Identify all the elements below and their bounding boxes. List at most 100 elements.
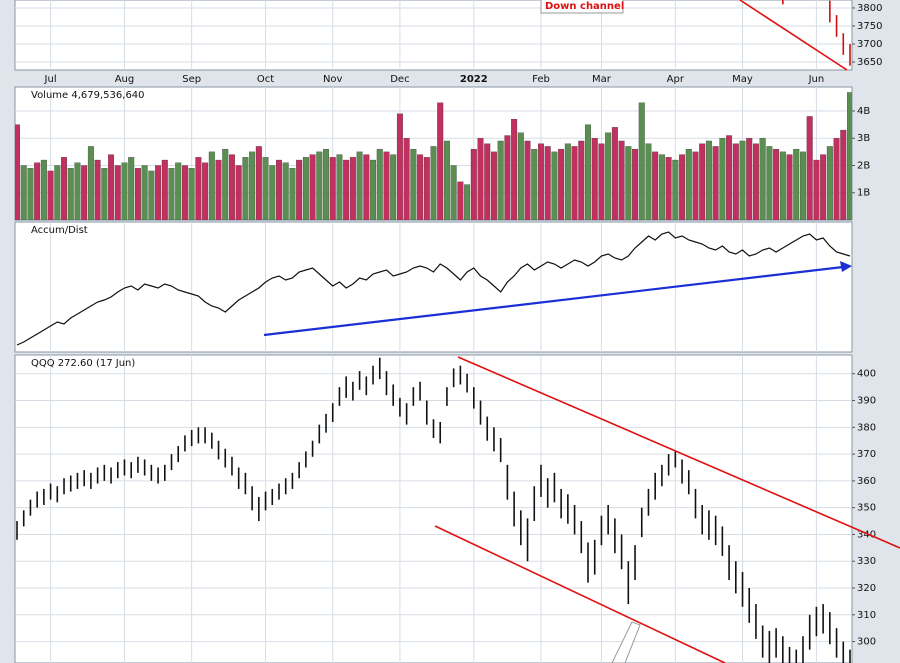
- volume-bar: [605, 132, 612, 220]
- y-tick-label: 340: [857, 529, 876, 540]
- volume-bar: [262, 157, 269, 220]
- volume-bar: [847, 92, 852, 220]
- volume-bar: [222, 148, 229, 220]
- volume-bar: [517, 132, 524, 220]
- volume-bar: [161, 159, 168, 220]
- x-tick-label: Mar: [592, 74, 612, 85]
- y-tick-label: 2B: [857, 160, 870, 171]
- volume-bar: [611, 127, 618, 220]
- volume-bar: [134, 168, 141, 220]
- panel-title: Accum/Dist: [31, 225, 88, 236]
- panel: [14, 0, 853, 71]
- y-tick-label: 400: [857, 369, 876, 380]
- volume-bar: [188, 168, 195, 220]
- volume-bar: [564, 143, 571, 220]
- volume-bar: [81, 165, 88, 220]
- volume-bar: [323, 148, 329, 220]
- volume-bar: [54, 165, 61, 220]
- x-tick-label: Dec: [390, 74, 409, 85]
- volume-bar: [672, 159, 679, 220]
- volume-bar: [67, 168, 74, 220]
- volume-bar: [585, 124, 591, 220]
- y-tick-label: 300: [857, 637, 876, 648]
- volume-bar: [403, 138, 410, 220]
- volume-bar: [390, 154, 397, 220]
- volume-bar: [558, 148, 565, 220]
- volume-bar: [759, 138, 766, 220]
- channel-upper: [457, 356, 900, 549]
- volume-bar: [363, 154, 370, 220]
- volume-bar: [329, 157, 336, 220]
- volume-bar: [15, 124, 20, 220]
- volume-bar: [282, 162, 289, 220]
- volume-bar: [578, 140, 585, 220]
- y-tick-label: 3800: [857, 3, 882, 14]
- volume-bar: [289, 168, 296, 220]
- volume-bar: [228, 154, 235, 220]
- volume-bar: [114, 165, 121, 220]
- volume-bar: [598, 143, 605, 220]
- volume-bar: [538, 143, 544, 220]
- volume-bar: [833, 138, 840, 220]
- x-tick-label: Nov: [323, 74, 343, 85]
- volume-bar: [497, 140, 504, 220]
- volume-bar: [269, 165, 276, 220]
- ad-arrow: [840, 261, 852, 272]
- volume-bar: [336, 154, 343, 220]
- volume-bar: [121, 162, 128, 220]
- volume-bar: [685, 148, 692, 220]
- volume-bar: [396, 113, 403, 220]
- volume-bar: [410, 148, 417, 220]
- volume-bar: [840, 129, 847, 220]
- x-tick-label: 2022: [460, 74, 488, 85]
- volume-bar: [309, 154, 316, 220]
- line: [16, 231, 851, 346]
- volume-bar: [255, 146, 262, 220]
- volume-bar: [786, 154, 793, 220]
- volume-bar: [779, 151, 786, 220]
- volume-bar: [625, 146, 632, 220]
- volume-bar: [732, 143, 739, 220]
- volume-bar: [665, 157, 672, 220]
- volume-bar: [692, 151, 699, 220]
- volume-bar: [726, 135, 733, 220]
- volume-bar: [443, 140, 450, 220]
- volume-bar: [739, 140, 746, 220]
- volume-bar: [302, 157, 309, 220]
- x-tick-label: Oct: [257, 74, 274, 85]
- volume-bar: [87, 146, 94, 220]
- volume-bar: [524, 140, 531, 220]
- trend-line: [739, 0, 848, 71]
- volume-bar: [168, 168, 175, 220]
- volume-bar: [437, 102, 444, 220]
- volume-bar: [820, 154, 827, 220]
- volume-bar: [632, 148, 639, 220]
- volume-bar: [800, 151, 806, 220]
- volume-bar: [148, 170, 155, 220]
- volume-bar: [108, 154, 115, 220]
- volume-bar: [296, 159, 303, 220]
- annotation: Down channel: [545, 1, 624, 12]
- volume-bar: [813, 159, 820, 220]
- y-tick-label: 4B: [857, 106, 870, 117]
- volume-bar: [712, 146, 719, 220]
- y-tick-label: 390: [857, 396, 876, 407]
- volume-bar: [504, 135, 511, 220]
- y-tick-label: 310: [857, 610, 876, 621]
- volume-bar: [793, 148, 800, 220]
- volume-bar: [215, 159, 222, 220]
- volume-bar: [477, 138, 484, 220]
- volume-bar: [484, 143, 491, 220]
- volume-bar: [571, 146, 578, 220]
- y-tick-label: 1B: [857, 188, 870, 199]
- volume-bar: [316, 151, 323, 220]
- x-tick-label: Jun: [808, 74, 825, 85]
- y-tick-label: 350: [857, 503, 876, 514]
- x-tick-label: Sep: [182, 74, 201, 85]
- volume-bar: [450, 165, 457, 220]
- volume-bar: [61, 157, 67, 220]
- y-tick-label: 3750: [857, 21, 882, 32]
- volume-bar: [591, 138, 598, 220]
- volume-bar: [531, 148, 538, 220]
